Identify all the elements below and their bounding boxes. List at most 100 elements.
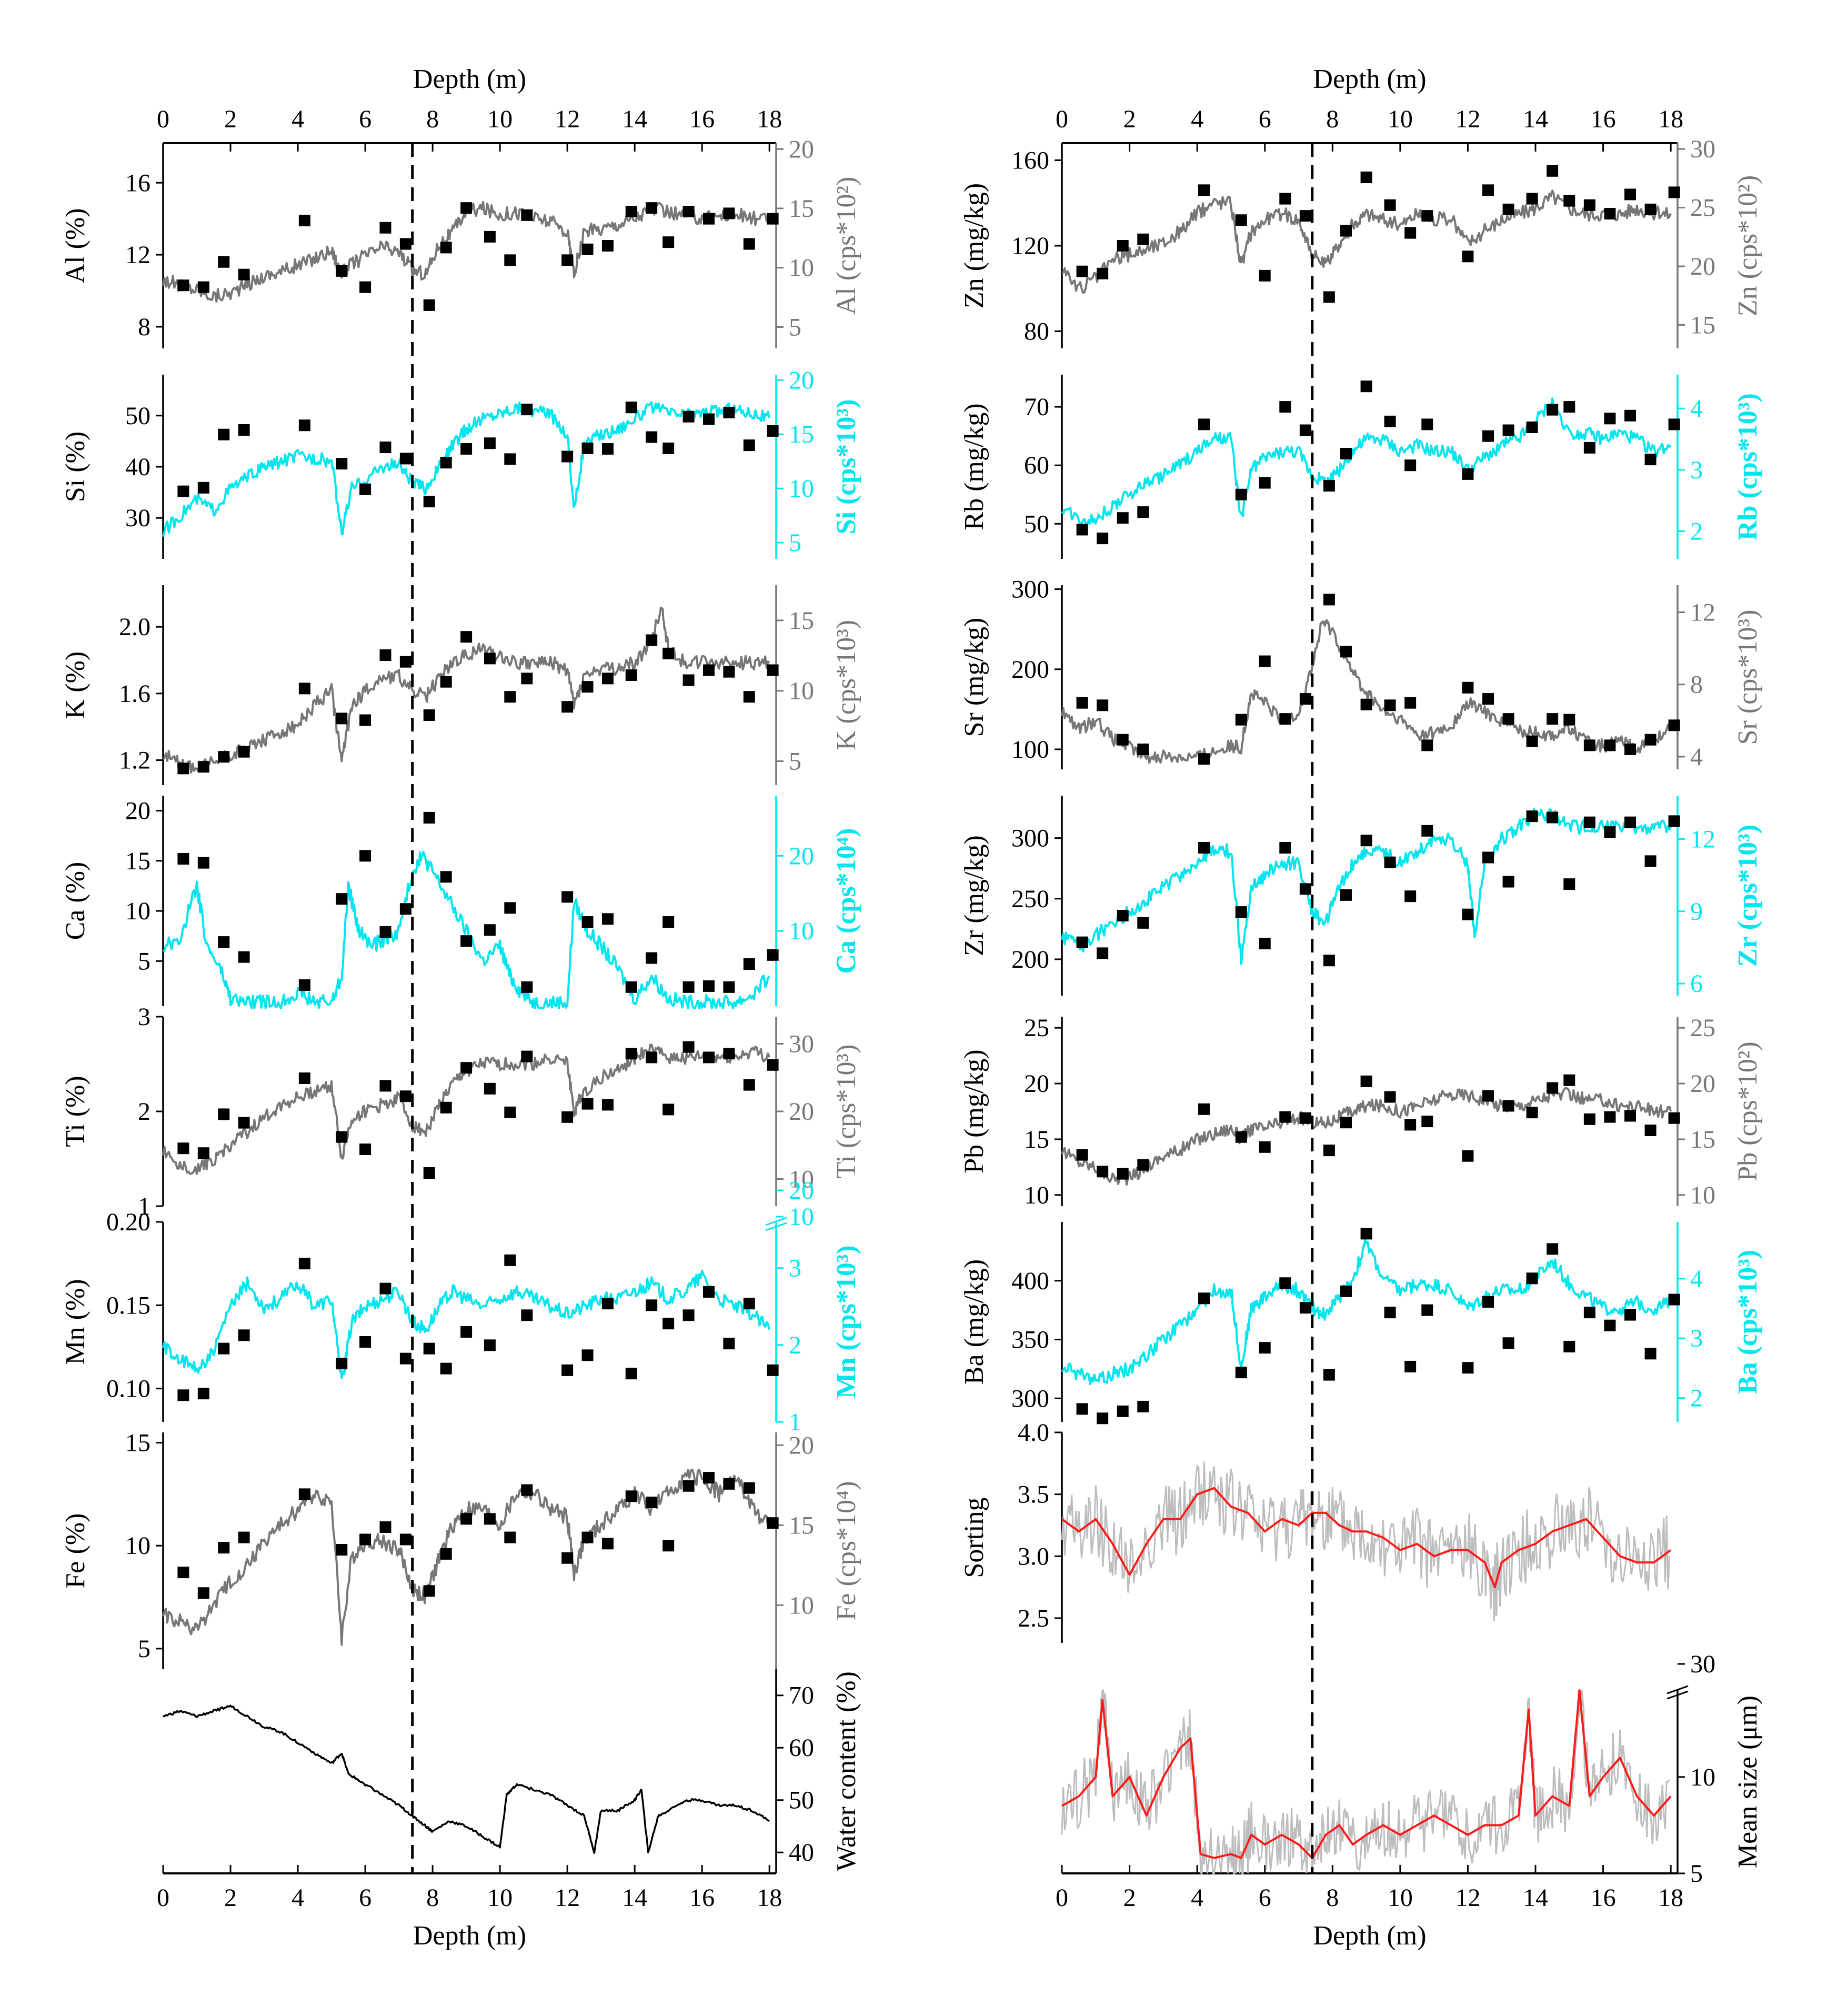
icp-data-point: [1462, 250, 1474, 263]
icp-data-point: [581, 1349, 594, 1361]
left-tick-label: 100: [1011, 736, 1049, 764]
icp-data-point: [1421, 1304, 1433, 1316]
right-tick-label: 25: [1690, 1014, 1715, 1042]
icp-data-point: [197, 857, 209, 869]
icp-data-point: [625, 402, 637, 414]
track-sr: 100 200 300 Sr (mg/kg) 4 8 12 Sr (cps*10³): [959, 576, 1763, 771]
right-axis-title: Zn (cps*10²): [1733, 175, 1763, 316]
icp-data-point: [1259, 1141, 1271, 1153]
icp-data-point: [1279, 1277, 1291, 1289]
icp-data-point: [379, 1282, 392, 1295]
icp-data-point: [767, 664, 779, 676]
top-depth-tick-label: 14: [1523, 105, 1548, 133]
icp-data-point: [218, 428, 230, 440]
right-tick-label: 60: [789, 1734, 814, 1762]
icp-data-point: [1323, 594, 1335, 606]
bottom-depth-tick-label: 2: [224, 1884, 237, 1912]
icp-data-point: [1604, 739, 1616, 751]
icp-data-point: [359, 281, 372, 293]
icp-data-point: [723, 666, 735, 678]
icp-data-point: [1624, 1309, 1636, 1321]
icp-data-point: [1384, 856, 1396, 868]
right-axis-title: Water content (%): [831, 1671, 861, 1871]
icp-data-point: [1340, 646, 1352, 658]
icp-data-point: [1235, 1131, 1247, 1143]
left-tick-label: 0.20: [106, 1208, 150, 1236]
icp-data-point: [1462, 468, 1474, 480]
top-depth-tick-label: 12: [555, 105, 580, 133]
left-tick-label: 5: [138, 947, 150, 975]
icp-data-point: [1502, 203, 1514, 215]
icp-data-point: [218, 751, 230, 763]
icp-data-point: [1384, 699, 1396, 711]
left-tick-label: 300: [1011, 825, 1049, 852]
icp-data-point: [743, 238, 755, 250]
icp-data-point: [1360, 172, 1372, 183]
right-tick-label: 15: [1690, 311, 1715, 339]
icp-data-point: [581, 243, 594, 255]
icp-data-point: [743, 1298, 755, 1310]
bottom-depth-tick-label: 0: [1056, 1884, 1068, 1912]
icp-data-point: [177, 853, 189, 865]
icp-data-point: [767, 1364, 779, 1376]
icp-data-point: [359, 1144, 372, 1155]
icp-data-point: [1482, 184, 1494, 196]
icp-data-point: [1583, 1307, 1595, 1319]
right-tick-label: 1: [789, 1408, 801, 1436]
track-pb: 10 15 20 25 Pb (mg/kg) 10 15 20 25 Pb (cps*10²): [959, 1014, 1763, 1209]
right-tick-label: 20: [1690, 253, 1715, 280]
left-tick-label: 1.2: [119, 747, 150, 775]
left-tick-label: 15: [125, 847, 150, 875]
left-tick-label: 2.5: [1018, 1604, 1049, 1632]
left-tick-label: 40: [125, 453, 150, 481]
icp-data-point: [561, 701, 574, 713]
icp-data-point: [743, 691, 755, 703]
icp-data-point: [1097, 1166, 1109, 1178]
right-axis-title: Fe (cps*10⁴): [831, 1481, 861, 1620]
icp-data-point: [646, 634, 658, 646]
bottom-depth-tick-label: 14: [622, 1884, 647, 1912]
right-tick-label: 5: [789, 529, 801, 557]
left-tick-label: 20: [125, 797, 150, 825]
track-fe: 5 10 15 Fe (%) 10 15 20 Fe (cps*10⁴): [61, 1429, 861, 1669]
top-depth-tick-label: 0: [1056, 105, 1068, 133]
icp-data-point: [1117, 1405, 1129, 1417]
icp-data-point: [1604, 1111, 1616, 1123]
icp-data-point: [399, 903, 411, 915]
bottom-depth-axis-title: Depth (m): [1313, 1921, 1426, 1951]
icp-data-point: [581, 916, 594, 928]
icp-data-point: [359, 483, 372, 495]
right-tick-label: 20: [1690, 1070, 1715, 1098]
right-tick-label: 10: [789, 677, 814, 705]
top-depth-tick-label: 4: [292, 105, 304, 133]
icp-data-point: [1117, 240, 1129, 252]
icp-data-point: [1644, 1348, 1657, 1360]
right-axis-title: K (cps*10³): [831, 620, 861, 750]
left-tick-label: 3.5: [1018, 1481, 1049, 1509]
icp-data-point: [561, 1111, 574, 1123]
left-tick-label: 400: [1011, 1267, 1049, 1295]
icp-data-point: [1624, 1110, 1636, 1122]
left-tick-label: 80: [1024, 318, 1049, 346]
icp-data-point: [702, 664, 715, 676]
icp-data-point: [662, 1318, 675, 1330]
icp-data-point: [177, 763, 189, 775]
icp-data-point: [702, 980, 715, 992]
icp-data-point: [423, 1167, 435, 1179]
icp-data-point: [1404, 459, 1417, 472]
icp-data-point: [662, 647, 675, 659]
right-tick-label: 10: [789, 917, 814, 945]
series-line: [1061, 1239, 1672, 1385]
icp-data-point: [1502, 876, 1514, 888]
icp-data-point: [1547, 713, 1559, 725]
bottom-depth-tick-label: 6: [1259, 1884, 1271, 1912]
icp-data-point: [504, 254, 516, 266]
icp-data-point: [504, 902, 516, 914]
icp-data-point: [601, 1298, 614, 1310]
left-tick-label: 20: [1024, 1070, 1049, 1098]
top-depth-tick-label: 2: [224, 105, 237, 133]
icp-data-point: [218, 256, 230, 268]
